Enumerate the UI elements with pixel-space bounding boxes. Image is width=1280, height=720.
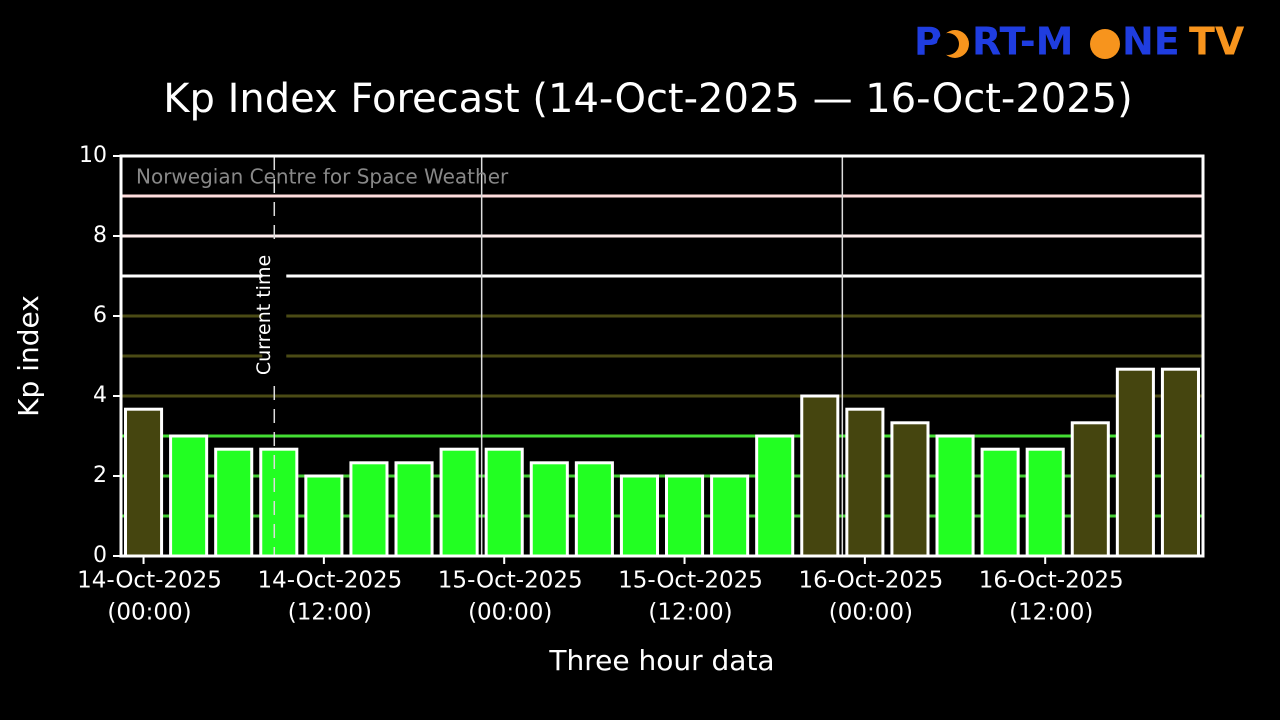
x-tick-label: 15-Oct-2025	[438, 568, 583, 594]
logo-text: P	[914, 20, 942, 64]
bar	[349, 461, 389, 558]
bar	[1115, 367, 1155, 558]
bar	[935, 434, 975, 558]
x-tick-label: (00:00)	[107, 600, 191, 626]
bar	[484, 447, 524, 558]
logo: P RT-M NE TV	[914, 20, 1245, 64]
annotation: Norwegian Centre for Space Weather	[136, 165, 509, 189]
bar	[439, 447, 479, 558]
y-axis-label: Kp index	[12, 295, 45, 417]
bar	[755, 434, 795, 558]
y-tick-label: 2	[93, 463, 107, 488]
chart-title: Kp Index Forecast (14-Oct-2025 — 16-Oct-…	[163, 76, 1132, 122]
x-tick-label: (12:00)	[1009, 600, 1093, 626]
bar	[124, 407, 164, 558]
x-tick-label: 16-Oct-2025	[798, 568, 943, 594]
x-axis-label: Three hour data	[548, 644, 774, 677]
x-tick-label: (00:00)	[468, 600, 552, 626]
y-tick-label: 4	[93, 383, 107, 408]
bar	[980, 447, 1020, 558]
y-tick-label: 10	[79, 143, 107, 168]
y-tick-label: 0	[93, 543, 107, 568]
logo-text: RT-M	[972, 20, 1073, 64]
logo-moon	[1090, 29, 1120, 59]
bar	[574, 461, 614, 558]
bar	[710, 474, 750, 558]
bar	[529, 461, 569, 558]
bar	[619, 474, 659, 558]
logo-text: TV	[1189, 20, 1245, 64]
bar	[214, 447, 254, 558]
bar	[1070, 421, 1110, 558]
plot-frame	[119, 154, 1205, 558]
bar	[304, 474, 344, 558]
x-tick-label: (00:00)	[829, 600, 913, 626]
logo-moon-shadow	[937, 33, 959, 55]
y-tick-label: 8	[93, 223, 107, 248]
bar	[800, 394, 840, 558]
x-tick-label: 14-Oct-2025	[257, 568, 402, 594]
bar	[845, 407, 885, 558]
x-tick-label: 14-Oct-2025	[77, 568, 222, 594]
bar	[169, 434, 209, 558]
current-time-label: Current time	[253, 255, 275, 375]
logo-text: NE	[1122, 20, 1180, 64]
x-tick-label: (12:00)	[648, 600, 732, 626]
bar	[890, 421, 930, 558]
bar	[394, 461, 434, 558]
current-time-label-bg	[262, 244, 287, 386]
bar	[665, 474, 705, 558]
y-tick-label: 6	[93, 303, 107, 328]
x-tick-label: 16-Oct-2025	[979, 568, 1124, 594]
x-tick-label: (12:00)	[288, 600, 372, 626]
bar	[259, 447, 299, 558]
x-tick-label: 15-Oct-2025	[618, 568, 763, 594]
bar	[1160, 367, 1200, 558]
bar	[1025, 447, 1065, 558]
